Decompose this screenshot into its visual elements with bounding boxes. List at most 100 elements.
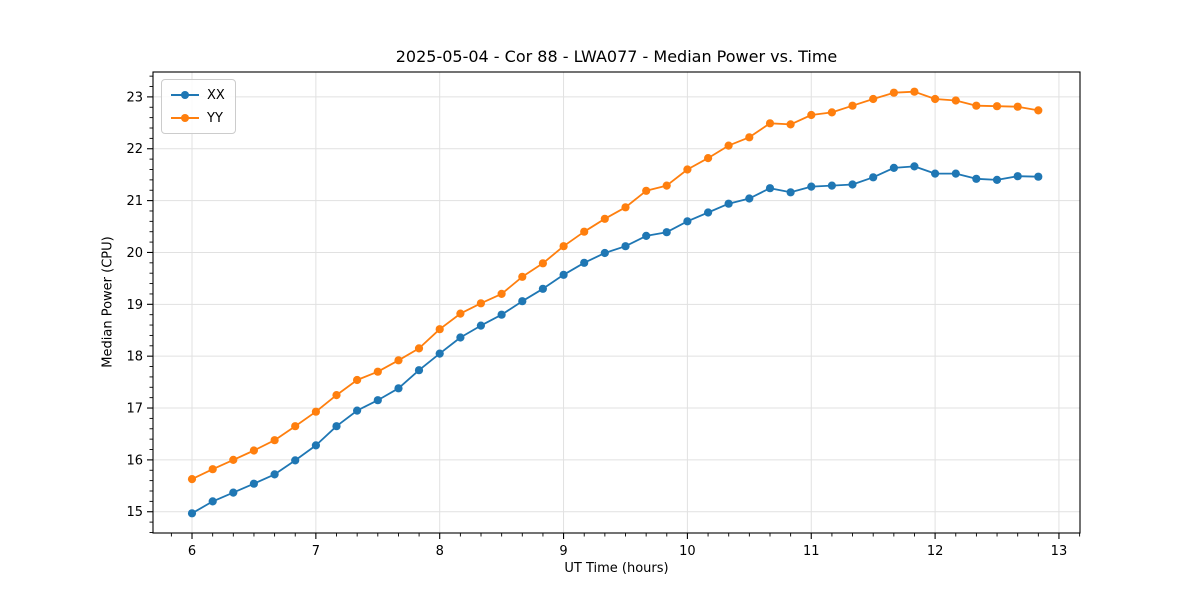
data-point-yy	[1013, 102, 1022, 111]
data-point-yy	[848, 101, 857, 110]
data-point-xx	[476, 321, 485, 330]
x-tick-label: 8	[436, 544, 444, 559]
data-point-xx	[704, 208, 713, 217]
data-point-yy	[580, 227, 589, 236]
data-point-yy	[992, 102, 1002, 111]
plot-frame	[152, 71, 1081, 534]
data-point-yy	[621, 203, 630, 212]
data-point-yy	[807, 110, 816, 120]
data-point-xx	[786, 188, 795, 197]
x-tick-label: 11	[803, 544, 820, 559]
legend-label-xx: XX	[207, 87, 225, 103]
data-point-yy	[662, 181, 671, 190]
data-point-yy	[745, 133, 754, 142]
data-point-xx	[559, 270, 568, 279]
data-point-yy	[704, 154, 713, 163]
data-point-xx	[249, 479, 258, 488]
legend-item-xx: XX	[171, 85, 225, 105]
data-point-xx	[208, 497, 217, 506]
data-point-yy	[353, 375, 362, 385]
data-point-xx	[518, 297, 527, 306]
data-point-yy	[332, 391, 341, 400]
data-point-yy	[642, 186, 651, 195]
data-point-xx	[745, 194, 754, 203]
data-point-xx	[456, 333, 465, 342]
data-point-yy	[786, 120, 795, 129]
y-tick-label: 23	[126, 90, 143, 105]
data-point-xx	[580, 258, 589, 267]
data-point-yy	[972, 101, 981, 110]
data-point-xx	[910, 162, 919, 171]
data-point-xx	[1013, 172, 1022, 181]
data-point-xx	[848, 180, 857, 189]
data-point-xx	[642, 231, 651, 240]
legend-label-yy: YY	[207, 110, 223, 126]
x-tick-label: 12	[927, 544, 944, 559]
data-point-yy	[373, 367, 382, 376]
data-point-yy	[394, 356, 403, 365]
data-point-yy	[208, 465, 217, 474]
legend: XX YY	[161, 79, 236, 134]
data-point-xx	[1034, 172, 1043, 181]
data-point-yy	[249, 446, 258, 455]
data-point-yy	[951, 96, 960, 105]
data-point-yy	[910, 87, 919, 96]
data-point-yy	[1034, 106, 1043, 115]
y-tick-label: 18	[126, 350, 143, 365]
data-point-xx	[373, 396, 382, 405]
data-point-yy	[683, 165, 692, 174]
series-line-yy	[191, 90, 1040, 481]
data-point-xx	[765, 184, 775, 193]
data-point-yy	[538, 259, 548, 268]
data-point-xx	[414, 366, 424, 375]
data-point-xx	[869, 173, 878, 182]
data-point-xx	[724, 199, 733, 208]
data-point-xx	[229, 488, 238, 497]
y-tick-label: 21	[126, 194, 143, 209]
data-point-xx	[332, 422, 341, 431]
x-tick-label: 9	[559, 544, 567, 559]
data-point-yy	[724, 141, 733, 150]
data-point-yy	[270, 436, 279, 445]
y-tick-label: 20	[126, 246, 143, 261]
data-point-xx	[291, 456, 300, 465]
x-tick-label: 10	[679, 544, 696, 559]
data-point-yy	[827, 108, 837, 117]
data-point-xx	[187, 509, 197, 518]
data-point-yy	[229, 455, 238, 464]
data-point-yy	[311, 407, 320, 416]
data-point-xx	[394, 384, 403, 393]
data-point-xx	[992, 175, 1002, 184]
data-point-yy	[559, 242, 568, 251]
data-point-yy	[497, 289, 506, 298]
series-line-xx	[191, 165, 1040, 515]
data-point-xx	[951, 169, 960, 178]
data-point-yy	[456, 309, 465, 318]
data-point-yy	[889, 88, 899, 97]
data-point-yy	[765, 119, 775, 128]
line-marker-icon	[171, 113, 199, 123]
y-tick-label: 17	[126, 402, 143, 417]
data-point-xx	[270, 470, 279, 479]
data-point-xx	[683, 217, 692, 226]
data-point-yy	[435, 325, 444, 334]
data-point-xx	[311, 441, 320, 450]
x-tick-label: 6	[188, 544, 196, 559]
data-point-yy	[600, 214, 609, 223]
data-point-xx	[497, 310, 506, 319]
data-point-xx	[353, 406, 362, 415]
data-point-yy	[518, 272, 527, 281]
data-point-xx	[435, 349, 444, 358]
data-point-yy	[869, 94, 878, 104]
y-tick-label: 22	[126, 142, 143, 157]
data-point-xx	[807, 182, 816, 191]
y-axis-label: Median Power (CPU)	[100, 236, 116, 368]
data-point-xx	[621, 242, 630, 251]
data-point-xx	[827, 181, 837, 190]
y-tick-label: 16	[126, 453, 143, 468]
data-point-xx	[931, 169, 940, 178]
legend-item-yy: YY	[171, 108, 225, 128]
data-point-yy	[187, 475, 197, 484]
